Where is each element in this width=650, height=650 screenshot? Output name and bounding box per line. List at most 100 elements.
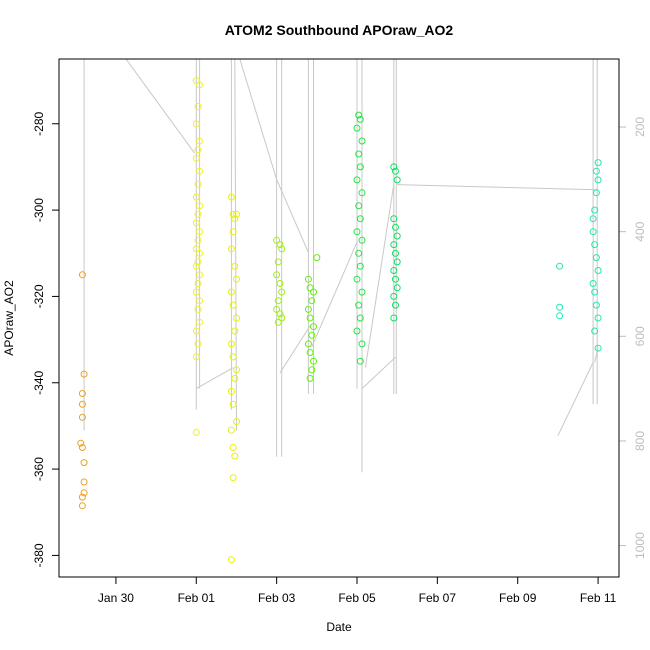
data-point: [196, 297, 204, 305]
y-tick-label: -300: [32, 198, 46, 222]
data-point: [306, 284, 314, 292]
data-point: [194, 236, 202, 244]
data-point: [355, 249, 363, 257]
data-point: [353, 176, 361, 184]
data-point: [310, 357, 317, 365]
data-point: [227, 387, 235, 395]
data-point: [192, 262, 200, 270]
x-tick-label: Feb 03: [258, 591, 296, 605]
data-point: [227, 288, 235, 296]
data-point: [78, 271, 86, 279]
data-point: [591, 327, 599, 335]
data-point: [592, 167, 600, 175]
data-point: [358, 288, 366, 296]
data-point: [227, 426, 235, 434]
data-point: [192, 120, 200, 128]
data-point: [80, 459, 88, 467]
data-point: [591, 288, 599, 296]
data-point: [78, 444, 86, 451]
data-point: [194, 305, 202, 313]
data-point: [227, 556, 235, 564]
data-point: [556, 262, 564, 270]
x-tick-label: Feb 01: [178, 591, 216, 605]
data-point: [77, 439, 85, 447]
data-point: [353, 124, 361, 132]
data-point: [594, 314, 602, 322]
y-tick-label: -320: [32, 284, 46, 308]
data-point: [594, 344, 602, 352]
data-point: [353, 327, 361, 335]
data-point: [393, 176, 401, 184]
data-point: [353, 228, 361, 236]
data-point: [556, 303, 564, 311]
data-point: [274, 297, 282, 305]
data-point: [194, 146, 202, 154]
data-point: [392, 275, 399, 283]
chart-title: ATOM2 Southbound APOraw_AO2: [225, 22, 454, 38]
data-point: [233, 275, 240, 283]
data-point: [310, 288, 317, 296]
data-point: [594, 159, 602, 167]
data-point: [393, 232, 401, 240]
data-point: [589, 280, 597, 287]
data-point: [78, 493, 86, 501]
y-tick-label: -280: [32, 111, 46, 135]
depth-trace-segment: [125, 58, 196, 154]
data-point: [194, 280, 202, 287]
data-point: [392, 301, 399, 309]
data-point: [229, 301, 237, 309]
data-point: [80, 489, 88, 497]
data-point: [196, 249, 204, 257]
data-point: [273, 236, 281, 244]
data-point: [274, 258, 282, 266]
data-point: [192, 154, 200, 162]
depth-trace-segment: [364, 184, 395, 368]
data-point: [233, 366, 240, 374]
data-point: [304, 275, 312, 283]
data-point: [393, 284, 401, 292]
data-point: [231, 262, 239, 270]
data-point: [78, 413, 86, 421]
depth-trace-segment: [361, 356, 396, 389]
data-point: [196, 167, 204, 175]
data-points-layer: [77, 77, 602, 564]
data-point: [227, 340, 235, 348]
data-point: [390, 241, 398, 249]
data-point: [229, 400, 237, 408]
data-point: [306, 314, 314, 322]
data-point: [194, 258, 202, 266]
data-point: [390, 267, 398, 274]
data-point: [276, 280, 284, 287]
data-point: [273, 305, 281, 313]
data-point: [306, 349, 314, 356]
data-point: [358, 340, 366, 348]
data-point: [233, 418, 240, 426]
data-point: [196, 137, 204, 145]
data-point: [592, 254, 600, 262]
data-point: [194, 210, 202, 218]
data-point: [356, 262, 364, 270]
x-tick-label: Feb 05: [338, 591, 376, 605]
data-point: [589, 215, 597, 223]
data-point: [276, 241, 284, 249]
data-point: [229, 353, 237, 361]
data-point: [229, 474, 237, 482]
data-point: [393, 258, 401, 266]
data-point: [192, 77, 200, 85]
depth-trace-segment: [196, 367, 234, 390]
data-point: [392, 167, 399, 175]
data-point: [392, 223, 399, 231]
data-point: [196, 228, 204, 236]
data-point: [306, 374, 314, 382]
y-tick-label: -360: [32, 457, 46, 481]
data-point: [390, 292, 398, 300]
data-point: [390, 163, 398, 171]
data-point: [356, 115, 364, 123]
data-point: [353, 275, 361, 283]
depth-trace-layer: [83, 58, 599, 473]
x-axis-label: Date: [326, 620, 352, 634]
data-point: [231, 452, 239, 460]
data-point: [192, 288, 200, 296]
data-point: [227, 193, 235, 201]
